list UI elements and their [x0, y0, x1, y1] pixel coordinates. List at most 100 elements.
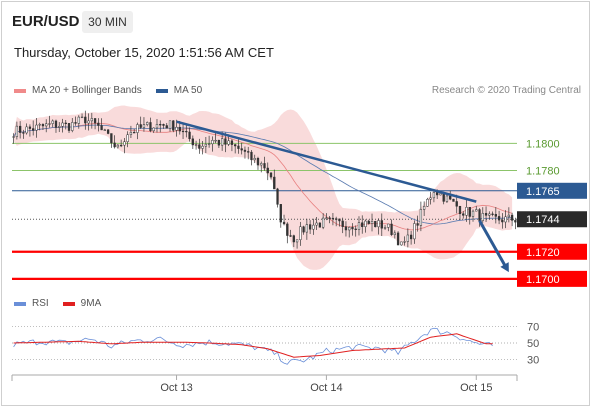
legend-item-ma20: MA 20 + Bollinger Bands [14, 85, 142, 96]
candles-group [12, 110, 517, 249]
rsi-legend: RSI 9MA [14, 298, 115, 309]
ma20-line [13, 122, 513, 231]
candle-body [409, 234, 413, 240]
level-label-1.1765: 1.1765 [517, 182, 587, 199]
level-label-text: 1.1720 [526, 247, 560, 259]
candle-body [71, 122, 74, 131]
candle-body [484, 213, 488, 216]
candle-body [67, 123, 71, 131]
candle-body [429, 197, 432, 200]
level-label-bg [517, 182, 587, 199]
candle-body [133, 131, 136, 134]
candle-body [478, 209, 481, 221]
candle-body [331, 217, 335, 220]
candle-body [390, 223, 393, 235]
candle-body [172, 120, 175, 131]
candle-body [87, 120, 90, 124]
candle-body [396, 232, 400, 246]
level-label-text: 1.1765 [526, 186, 560, 198]
candle-body [504, 216, 507, 223]
candle-body [383, 227, 387, 229]
candle-body [445, 195, 449, 202]
candle-body [25, 126, 28, 134]
candle-body [361, 222, 364, 227]
candle-body [198, 144, 201, 149]
legend-label-rsi: RSI [32, 298, 49, 309]
timeframe-badge[interactable]: 30 MIN [82, 11, 133, 33]
candle-body [64, 122, 67, 125]
candle-body [510, 214, 514, 221]
level-label-text: 1.1700 [526, 274, 560, 286]
level-label-text: 1.1744 [526, 214, 560, 226]
candle-body [377, 220, 380, 228]
candle-body [45, 123, 48, 127]
candle-body [442, 193, 445, 202]
candle-body [103, 129, 107, 131]
candle-body [129, 131, 133, 135]
candle-body [471, 210, 475, 217]
candle-body [28, 126, 32, 129]
candle-body [18, 125, 22, 133]
symbol-title: EUR/USD [12, 13, 80, 30]
candle-body [357, 222, 361, 230]
rsi-series-rsi [13, 327, 493, 365]
candle-body [159, 124, 162, 126]
candle-body [514, 220, 517, 223]
candle-body [84, 116, 87, 124]
candle-body [220, 138, 224, 146]
x-tick-label-2: Oct 15 [460, 382, 492, 394]
candle-body [12, 136, 15, 138]
candle-body [387, 223, 390, 228]
candle-body [168, 120, 172, 129]
candle-body [406, 234, 410, 242]
candle-body [35, 124, 38, 131]
level-label-1.1700: 1.1700 [517, 270, 587, 287]
candle-body [142, 124, 146, 128]
candle-body [458, 206, 462, 214]
candle-body [370, 221, 374, 224]
candle-body [256, 158, 260, 166]
main-legend: MA 20 + Bollinger Bands MA 50 [14, 85, 216, 96]
candle-body [393, 232, 396, 235]
candle-body [260, 163, 263, 166]
candle-body [289, 235, 292, 237]
candle-body [41, 124, 45, 127]
candle-body [292, 235, 295, 243]
bollinger-band-fill [13, 105, 513, 270]
candle-body [234, 144, 237, 147]
candle-body [364, 220, 367, 227]
candle-body [48, 123, 51, 125]
candle-body [214, 139, 217, 142]
candle-body [279, 204, 282, 223]
candle-body [136, 124, 139, 133]
candle-body [165, 125, 168, 129]
level-label-1.1780: 1.1780 [526, 165, 560, 177]
legend-label-ma20: MA 20 + Bollinger Bands [32, 85, 142, 96]
level-label-bg [517, 243, 587, 260]
candle-body [253, 158, 256, 161]
candle-body [318, 222, 322, 228]
candle-body [302, 226, 305, 233]
candle-body [295, 239, 299, 243]
level-label-1.1744: 1.1744 [517, 211, 587, 228]
candle-body [422, 206, 426, 210]
candle-body [426, 198, 429, 207]
legend-label-9ma: 9MA [80, 298, 102, 309]
candle-body [321, 217, 325, 228]
candle-body [374, 221, 377, 228]
legend-label-ma50: MA 50 [173, 85, 203, 96]
candle-body [149, 122, 152, 132]
candle-body [106, 129, 110, 134]
candle-body [58, 126, 61, 128]
candle-body [188, 131, 191, 140]
candle-body [266, 167, 269, 174]
candle-body [344, 226, 348, 231]
chart-datetime: Thursday, October 15, 2020 1:51:56 AM CE… [14, 45, 274, 60]
candle-body [139, 124, 142, 128]
legend-item-ma50: MA 50 [155, 85, 203, 96]
candle-body [367, 220, 370, 224]
candle-body [455, 201, 458, 207]
candle-body [299, 226, 302, 240]
